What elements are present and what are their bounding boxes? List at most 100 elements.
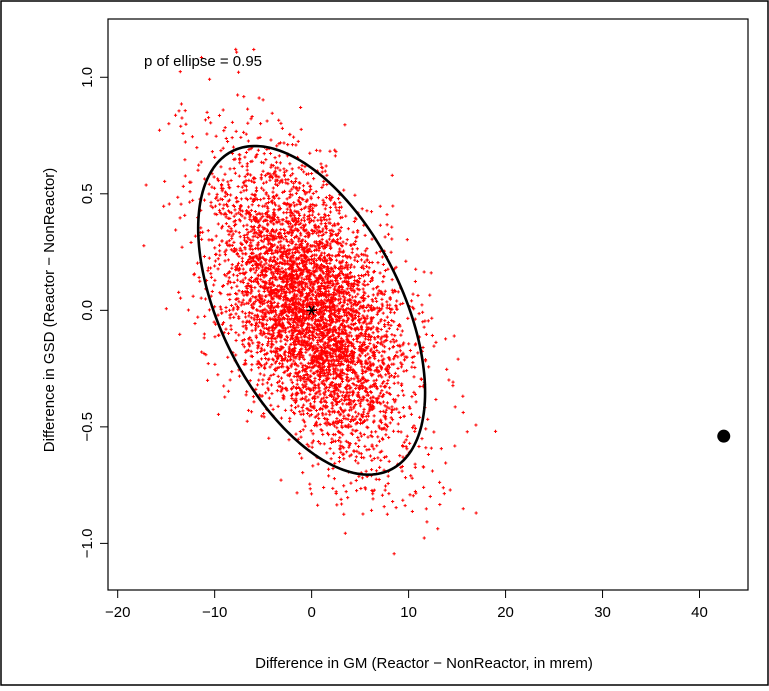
scatter-point	[270, 391, 274, 396]
scatter-point	[333, 154, 337, 158]
scatter-point	[304, 380, 308, 384]
scatter-point	[246, 139, 251, 143]
scatter-point	[346, 267, 350, 271]
scatter-point	[420, 310, 425, 314]
scatter-point	[305, 399, 309, 403]
scatter-point	[216, 373, 220, 377]
scatter-point	[387, 375, 392, 379]
scatter-point	[316, 196, 320, 200]
scatter-point	[257, 96, 261, 100]
scatter-point	[258, 122, 263, 126]
scatter-point	[205, 110, 209, 114]
scatter-point	[422, 325, 426, 329]
scatter-point	[309, 171, 314, 176]
scatter-point	[445, 367, 449, 372]
scatter-point	[232, 280, 236, 285]
scatter-point	[328, 205, 332, 210]
scatter-point	[217, 243, 222, 247]
scatter-point	[262, 411, 266, 416]
scatter-point	[246, 107, 250, 111]
scatter-point	[366, 352, 370, 356]
scatter-point	[387, 435, 391, 440]
scatter-point	[422, 485, 426, 489]
scatter-point	[397, 410, 401, 415]
scatter-point	[426, 452, 431, 457]
scatter-point	[214, 134, 218, 138]
scatter-point	[269, 138, 273, 142]
scatter-point	[246, 205, 251, 209]
scatter-point	[350, 251, 354, 255]
scatter-point	[363, 249, 367, 253]
scatter-point	[421, 465, 425, 469]
scatter-point	[385, 223, 389, 227]
scatter-point	[218, 249, 222, 253]
scatter-point	[272, 208, 276, 212]
scatter-point	[241, 324, 245, 328]
scatter-point	[377, 424, 381, 428]
scatter-point	[425, 520, 429, 524]
scatter-point	[224, 248, 228, 252]
scatter-point	[300, 456, 304, 460]
scatter-point	[372, 447, 376, 451]
scatter-point	[378, 410, 382, 414]
scatter-point	[347, 325, 351, 329]
scatter-point	[363, 444, 367, 448]
scatter-point	[213, 278, 217, 282]
scatter-point	[174, 228, 178, 232]
scatter-point	[306, 361, 310, 365]
scatter-point	[420, 303, 424, 307]
scatter-point	[311, 432, 315, 436]
scatter-point	[282, 295, 286, 299]
scatter-point	[317, 212, 321, 216]
scatter-point	[280, 126, 284, 130]
scatter-point	[317, 234, 321, 238]
scatter-point	[328, 217, 332, 221]
scatter-point	[216, 333, 220, 337]
scatter-point	[270, 363, 274, 367]
scatter-point	[334, 258, 339, 262]
scatter-point	[325, 173, 329, 177]
scatter-point	[236, 93, 240, 97]
scatter-point	[316, 218, 320, 222]
scatter-point	[261, 169, 265, 173]
scatter-point	[237, 174, 241, 178]
scatter-point	[306, 181, 310, 185]
scatter-point	[157, 128, 162, 132]
scatter-point	[339, 497, 343, 501]
scatter-point	[313, 376, 317, 380]
scatter-point	[254, 186, 259, 190]
scatter-point	[424, 332, 428, 336]
scatter-point	[430, 469, 435, 473]
scatter-point	[232, 315, 236, 319]
scatter-point	[366, 282, 370, 287]
scatter-point	[405, 238, 409, 242]
scatter-point	[301, 428, 305, 432]
scatter-point	[357, 314, 361, 319]
scatter-point	[383, 484, 388, 488]
scatter-point	[181, 131, 185, 136]
scatter-point	[392, 381, 396, 385]
scatter-point	[371, 287, 375, 291]
scatter-point	[328, 194, 332, 198]
scatter-point	[261, 378, 265, 382]
scatter-point	[354, 455, 358, 459]
scatter-point	[369, 209, 374, 214]
scatter-point	[404, 259, 408, 263]
scatter-point	[290, 172, 295, 176]
scatter-point	[401, 455, 405, 459]
scatter-point	[392, 552, 396, 556]
scatter-point	[212, 175, 216, 179]
scatter-point	[424, 427, 428, 431]
scatter-point	[292, 201, 296, 205]
scatter-point	[229, 324, 233, 328]
scatter-point	[400, 329, 404, 333]
scatter-point	[299, 218, 304, 222]
scatter-point	[339, 502, 344, 506]
scatter-point	[223, 253, 228, 257]
scatter-point	[240, 164, 244, 168]
scatter-point	[230, 370, 234, 374]
scatter-point	[243, 358, 247, 363]
scatter-point	[256, 148, 260, 152]
scatter-point	[293, 179, 298, 184]
scatter-point	[348, 331, 352, 335]
